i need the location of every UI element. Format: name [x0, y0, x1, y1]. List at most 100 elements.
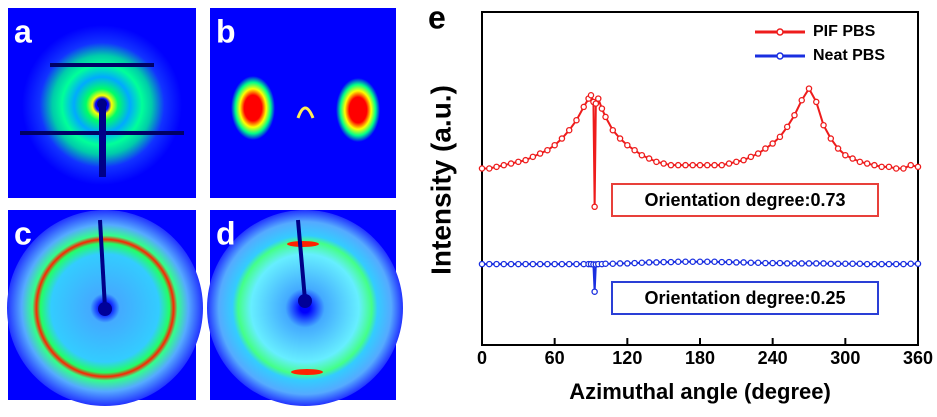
- data-point: [798, 96, 805, 104]
- panel-label: c: [14, 215, 32, 251]
- data-point: [907, 161, 914, 169]
- data-point: [551, 260, 558, 268]
- data-point: [529, 153, 537, 161]
- data-point: [805, 260, 813, 267]
- data-point: [631, 146, 638, 154]
- annotation: Orientation degree:0.25: [644, 288, 845, 308]
- panel-d: [207, 210, 403, 406]
- data-point: [515, 158, 522, 166]
- data-point: [558, 135, 566, 142]
- data-point: [827, 260, 835, 267]
- data-point: [522, 260, 529, 268]
- data-point: [573, 116, 580, 124]
- data-point: [791, 111, 798, 119]
- data-point: [486, 260, 493, 268]
- data-point: [565, 260, 573, 268]
- annotation: Orientation degree:0.73: [644, 190, 845, 210]
- data-point: [592, 100, 600, 107]
- data-point: [747, 259, 755, 266]
- panel-label: b: [216, 13, 236, 49]
- data-point: [631, 259, 638, 267]
- data-point: [798, 260, 805, 267]
- data-point: [704, 258, 711, 265]
- data-point: [616, 260, 624, 267]
- data-point: [536, 260, 544, 268]
- data-point: [507, 160, 515, 167]
- data-point: [907, 260, 914, 267]
- x-tick-label: 240: [758, 348, 788, 368]
- data-point: [776, 259, 784, 267]
- legend-marker: [776, 28, 784, 36]
- data-point: [522, 156, 529, 164]
- data-point: [667, 258, 675, 266]
- data-point: [624, 260, 631, 267]
- data-point: [689, 258, 696, 265]
- data-point: [762, 259, 769, 267]
- data-point: [725, 258, 733, 266]
- data-point: [660, 258, 667, 266]
- panel-b: [210, 8, 396, 198]
- data-point: [493, 163, 500, 171]
- data-point: [900, 165, 907, 172]
- x-axis-label: Azimuthal angle (degree): [569, 379, 831, 404]
- data-point: [769, 140, 776, 147]
- annotation-box: [611, 281, 879, 315]
- data-point: [783, 123, 791, 131]
- data-point: [653, 259, 660, 266]
- legend-label: Neat PBS: [813, 47, 885, 64]
- data-point: [544, 260, 551, 268]
- data-point: [493, 260, 500, 268]
- panel-a: [8, 8, 196, 198]
- data-point: [580, 103, 587, 111]
- data-point: [740, 156, 747, 164]
- data-point: [653, 158, 660, 166]
- panel-label: d: [216, 215, 236, 251]
- data-point: [762, 145, 769, 152]
- data-point: [544, 146, 551, 154]
- data-point: [587, 92, 595, 99]
- panel-label: e: [428, 0, 446, 35]
- data-point: [696, 258, 704, 265]
- data-point: [645, 155, 653, 162]
- data-point: [878, 163, 885, 171]
- data-point: [602, 113, 609, 121]
- x-tick-label: 360: [903, 348, 933, 368]
- data-point: [515, 260, 522, 268]
- data-point: [500, 260, 508, 268]
- data-point: [704, 161, 711, 169]
- data-point: [863, 160, 871, 167]
- data-point: [718, 258, 726, 266]
- data-point: [682, 258, 689, 265]
- data-point: [609, 260, 617, 267]
- data-point: [500, 161, 508, 169]
- data-point: [598, 105, 606, 112]
- data-point: [842, 260, 849, 267]
- panel-c: [7, 210, 203, 406]
- data-point: [674, 258, 682, 265]
- data-point: [565, 126, 573, 134]
- data-point: [558, 260, 566, 268]
- x-tick-label: 180: [685, 348, 715, 368]
- data-point: [689, 161, 696, 169]
- data-point: [595, 95, 602, 102]
- x-tick-label: 120: [612, 348, 642, 368]
- data-point: [842, 151, 849, 159]
- data-point: [871, 260, 878, 268]
- data-point: [892, 260, 900, 268]
- data-point: [733, 259, 740, 266]
- data-point: [805, 85, 813, 92]
- data-point: [591, 203, 598, 211]
- data-point: [914, 163, 922, 171]
- data-point: [747, 153, 755, 161]
- data-point: [624, 141, 631, 149]
- data-point: [645, 259, 653, 266]
- data-point: [609, 126, 617, 134]
- data-point: [551, 141, 558, 149]
- data-point: [856, 260, 864, 267]
- data-point: [478, 165, 486, 172]
- data-point: [820, 121, 827, 129]
- data-point: [660, 160, 667, 167]
- data-point: [674, 161, 682, 169]
